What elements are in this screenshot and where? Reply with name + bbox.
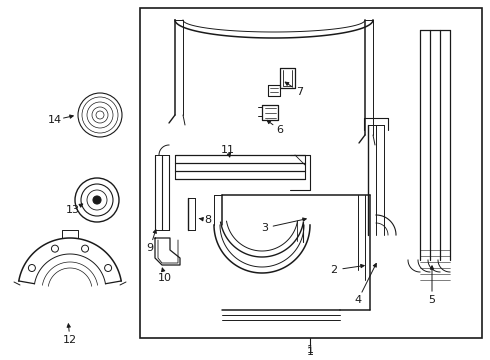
Text: 1: 1 (307, 345, 314, 355)
Text: 10: 10 (158, 273, 172, 283)
Text: 14: 14 (48, 115, 62, 125)
Circle shape (93, 196, 101, 204)
Text: 6: 6 (276, 125, 284, 135)
Text: 12: 12 (63, 335, 77, 345)
Text: 3: 3 (261, 223, 268, 233)
Text: 11: 11 (221, 145, 235, 155)
Text: 5: 5 (428, 295, 436, 305)
Text: 9: 9 (147, 243, 153, 253)
Text: 7: 7 (296, 87, 304, 97)
Text: 2: 2 (331, 265, 338, 275)
Text: 1: 1 (307, 347, 314, 357)
Bar (140, 8, 482, 338)
Text: 13: 13 (66, 205, 80, 215)
Text: 8: 8 (204, 215, 212, 225)
Text: 4: 4 (354, 295, 362, 305)
